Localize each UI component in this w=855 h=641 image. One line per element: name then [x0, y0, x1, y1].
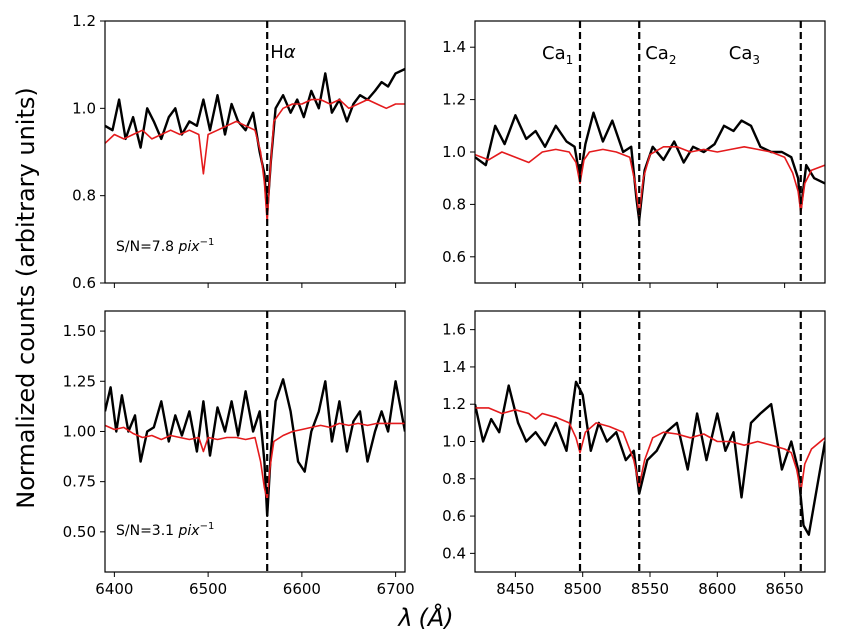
y-tick-label: 1.2 [442, 91, 466, 109]
y-tick-label: 1.25 [63, 372, 96, 390]
line-label-subscript: 2 [669, 53, 677, 67]
line-label: Ca2 [645, 43, 676, 67]
line-label-subscript: 3 [752, 53, 760, 67]
x-tick-label: 8600 [698, 580, 736, 598]
y-tick-label: 1.00 [63, 422, 96, 440]
x-axis-unit: (Å) [419, 603, 454, 632]
y-tick-label: 1.2 [72, 12, 96, 30]
snr-annotation: S/N=7.8 pix−1 [116, 237, 214, 255]
series-model [475, 146, 825, 216]
y-tick-label: 0.6 [442, 248, 466, 266]
snr-value: S/N=7.8 [116, 239, 179, 255]
y-tick-label: 0.8 [442, 470, 466, 488]
series-observed [475, 380, 825, 536]
x-axis-symbol: λ [396, 604, 412, 632]
series-model [105, 98, 405, 223]
x-tick-label: 6400 [95, 580, 133, 598]
x-tick-label: 8650 [766, 580, 804, 598]
y-tick-label: 0.4 [442, 544, 466, 562]
y-tick-label: 1.0 [442, 433, 466, 451]
line-label-subscript: 1 [566, 53, 574, 67]
snr-unit: pix [178, 523, 201, 539]
series-observed [105, 378, 405, 517]
y-tick-label: 1.0 [442, 143, 466, 161]
panel-halpha-low: 0.50 0.75 1.00 1.25 1.50 6400 6500 6600 6700 S/N=… [63, 310, 415, 598]
y-tick-label: 1.6 [442, 321, 466, 339]
y-tick-label: 0.8 [442, 195, 466, 213]
panel-cat-high: 0.60.81.01.21.4 Ca1 Ca2 Ca3 [442, 20, 826, 288]
line-label-greek: α [284, 42, 296, 63]
line-label: Ca1 [542, 43, 573, 67]
y-tick-label: 1.4 [442, 358, 466, 376]
line-label-name: Ca [645, 43, 669, 64]
snr-exponent: −1 [200, 237, 215, 248]
line-label: Ca3 [729, 43, 760, 67]
snr-value: S/N=3.1 [116, 523, 179, 539]
x-tick-label: 6500 [189, 580, 227, 598]
line-label: Hα [270, 42, 296, 63]
panel-frame [474, 20, 826, 284]
snr-unit: pix [178, 239, 201, 255]
line-label-name: Ca [542, 43, 566, 64]
y-tick-label: 0.50 [63, 523, 96, 541]
x-tick-label: 6700 [377, 580, 415, 598]
y-tick-label: 0.75 [63, 473, 96, 491]
x-tick-label: 8550 [631, 580, 669, 598]
y-tick-label: 1.0 [72, 99, 96, 117]
x-axis-label: λ (Å) [396, 603, 453, 632]
line-label-name: Ca [729, 43, 753, 64]
series-observed [105, 67, 405, 215]
x-tick-label: 8500 [564, 580, 602, 598]
series-model [105, 422, 405, 501]
y-tick-label: 0.6 [442, 507, 466, 525]
panel-frame [474, 310, 826, 573]
y-tick-label: 1.50 [63, 322, 96, 340]
x-tick-label: 8450 [496, 580, 534, 598]
y-tick-label: 1.4 [442, 38, 466, 56]
x-tick-label: 6600 [283, 580, 321, 598]
series-model [475, 407, 825, 493]
panel-frame [104, 310, 406, 573]
y-axis-label: Normalized counts (arbitrary units) [12, 87, 40, 508]
snr-annotation: S/N=3.1 pix−1 [116, 521, 214, 539]
y-tick-label: 1.2 [442, 395, 466, 413]
panel-cat-low: 0.4 0.6 0.8 1.0 1.2 1.4 1.6 8450 8500 8550 8600 865… [442, 310, 826, 598]
panel-frame [104, 20, 406, 284]
panel-halpha-high: 0.6 0.8 1.0 1.2 Hα S/N=7.8 pix−1 [72, 12, 406, 292]
y-tick-label: 0.6 [72, 274, 96, 292]
y-tick-label: 0.8 [72, 187, 96, 205]
snr-exponent: −1 [200, 521, 215, 532]
series-observed [475, 111, 825, 222]
line-label-name: H [270, 42, 284, 63]
